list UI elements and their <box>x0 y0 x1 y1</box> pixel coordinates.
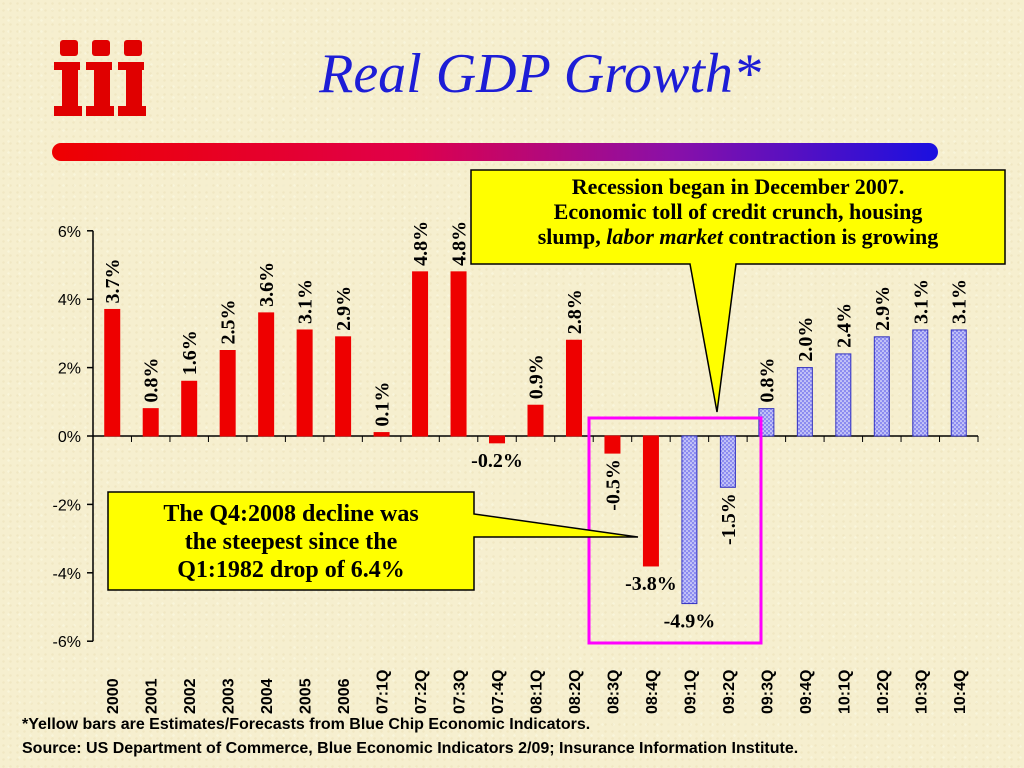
title-underline-bar <box>52 143 938 161</box>
data-label-09:4Q: 2.0% <box>795 317 817 362</box>
category-label-07:2Q: 07:2Q <box>413 670 430 714</box>
data-label-08:1Q: 0.9% <box>526 354 548 399</box>
bar-08:1Q <box>527 404 544 437</box>
callout-top-box <box>470 169 1006 413</box>
data-label-2000: 3.7% <box>102 258 124 303</box>
data-label-2005: 3.1% <box>295 279 317 324</box>
iii-logo <box>54 40 146 116</box>
y-tick-label: -6% <box>53 634 81 651</box>
footnote-estimates: *Yellow bars are Estimates/Forecasts fro… <box>22 716 591 733</box>
bar-10:4Q <box>950 329 967 437</box>
bar-10:1Q <box>835 353 852 437</box>
data-label-09:3Q: 0.8% <box>756 358 778 403</box>
bar-2002 <box>181 380 198 437</box>
category-label-10:2Q: 10:2Q <box>875 670 892 714</box>
callout-bottom-text: The Q4:2008 decline was the steepest sin… <box>163 501 419 583</box>
bar-2004 <box>258 312 275 437</box>
data-label-07:3Q: 4.8% <box>449 221 471 266</box>
data-label-2001: 0.8% <box>141 358 163 403</box>
category-label-2002: 2002 <box>182 678 199 714</box>
bar-10:3Q <box>912 329 929 437</box>
category-label-08:3Q: 08:3Q <box>605 670 622 714</box>
data-label-2002: 1.6% <box>179 330 201 375</box>
category-label-10:4Q: 10:4Q <box>952 670 969 714</box>
data-label-10:4Q: 3.1% <box>949 279 971 324</box>
bar-09:4Q <box>796 367 813 437</box>
category-label-10:3Q: 10:3Q <box>913 670 930 714</box>
category-label-08:1Q: 08:1Q <box>529 670 546 714</box>
logo-letter-i-3 <box>118 40 146 116</box>
data-label-07:2Q: 4.8% <box>410 221 432 266</box>
category-label-2004: 2004 <box>259 678 276 714</box>
footnote-source: Source: US Department of Commerce, Blue … <box>22 740 799 757</box>
category-label-09:3Q: 09:3Q <box>759 670 776 714</box>
bar-2000 <box>104 308 121 437</box>
category-label-08:4Q: 08:4Q <box>644 670 661 714</box>
category-label-07:4Q: 07:4Q <box>490 670 507 714</box>
category-label-10:1Q: 10:1Q <box>836 670 853 714</box>
data-label-09:1Q: -4.9% <box>664 611 716 633</box>
category-label-2006: 2006 <box>336 678 353 714</box>
data-label-10:3Q: 3.1% <box>910 279 932 324</box>
y-tick-label: 6% <box>58 224 81 241</box>
bar-2006 <box>335 336 352 437</box>
callout-bottom-box <box>107 491 639 591</box>
y-tick-label: -4% <box>53 566 81 583</box>
category-label-2003: 2003 <box>221 678 238 714</box>
bar-09:3Q <box>758 408 775 437</box>
chart-data-labels: 3.7% 0.8% 1.6% 2.5% 3.6% 3.1% 2.9% 0.1% 4.8% 4.8%… <box>102 221 971 633</box>
data-label-2004: 3.6% <box>256 262 278 307</box>
bar-09:2Q <box>719 435 736 488</box>
data-label-10:2Q: 2.9% <box>872 286 894 331</box>
data-label-08:4Q: -3.8% <box>625 573 677 595</box>
bar-10:2Q <box>873 336 890 437</box>
bar-07:4Q <box>489 435 506 444</box>
y-tick-label: 4% <box>58 292 81 309</box>
category-label-09:1Q: 09:1Q <box>682 670 699 714</box>
chart-bars <box>104 271 967 605</box>
callout-top-text: Recession began in December 2007. Econom… <box>537 174 939 249</box>
category-label-09:4Q: 09:4Q <box>798 670 815 714</box>
chart-category-labels: 2000 2001 2002 2003 2004 2005 2006 07:1Q 07:2Q 07… <box>105 670 969 714</box>
y-tick-label: -2% <box>53 497 81 514</box>
bar-08:4Q <box>642 435 659 567</box>
category-label-07:1Q: 07:1Q <box>375 670 392 714</box>
bar-09:1Q <box>681 435 698 605</box>
category-label-2001: 2001 <box>144 678 161 714</box>
data-label-10:1Q: 2.4% <box>833 303 855 348</box>
category-label-07:3Q: 07:3Q <box>452 670 469 714</box>
data-label-08:2Q: 2.8% <box>564 289 586 334</box>
category-label-08:2Q: 08:2Q <box>567 670 584 714</box>
category-label-2005: 2005 <box>298 678 315 714</box>
data-label-08:3Q: -0.5% <box>602 459 624 511</box>
data-label-09:2Q: -1.5% <box>718 493 740 545</box>
logo-letter-i-1 <box>54 40 82 116</box>
category-label-09:2Q: 09:2Q <box>721 670 738 714</box>
data-label-2006: 2.9% <box>333 286 355 331</box>
y-tick-label: 0% <box>58 429 81 446</box>
page-title: Real GDP Growth* <box>319 43 761 105</box>
y-tick-label: 2% <box>58 361 81 378</box>
category-label-2000: 2000 <box>105 678 122 714</box>
bar-2005 <box>296 329 313 437</box>
data-label-07:4Q: -0.2% <box>471 450 523 472</box>
bar-07:3Q <box>450 271 467 437</box>
logo-letter-i-2 <box>86 40 114 116</box>
bar-08:2Q <box>565 339 582 437</box>
bar-08:3Q <box>604 435 621 454</box>
bar-07:2Q <box>412 271 429 437</box>
data-label-2003: 2.5% <box>218 300 240 345</box>
data-label-07:1Q: 0.1% <box>372 382 394 427</box>
bar-07:1Q <box>373 432 390 437</box>
bar-2001 <box>142 408 159 437</box>
bar-2003 <box>219 350 236 437</box>
